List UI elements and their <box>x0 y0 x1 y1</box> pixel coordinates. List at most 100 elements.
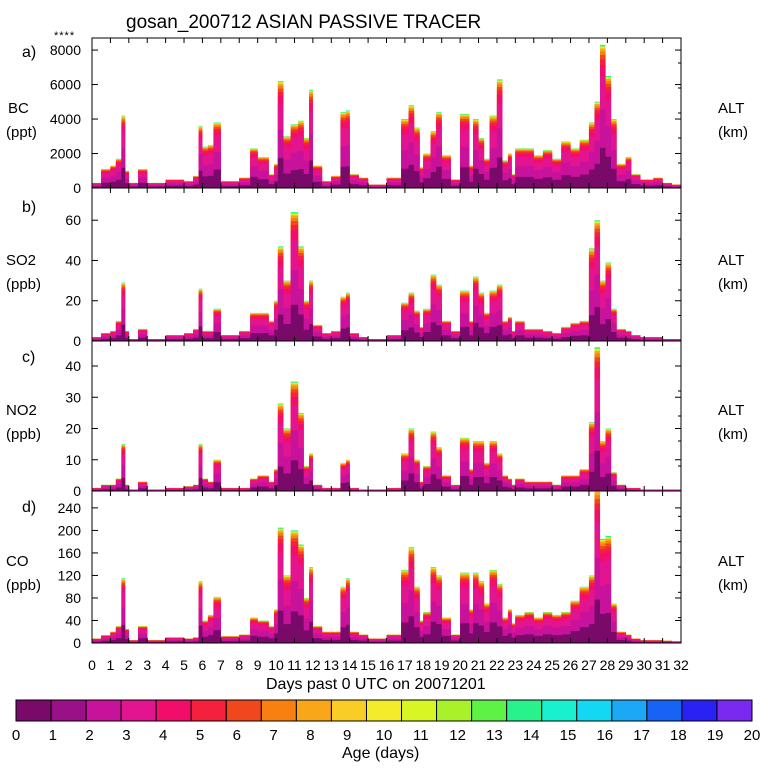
panel-label-d: d) <box>22 499 37 516</box>
panel-label-c: c) <box>22 349 36 366</box>
y-tick-label: 40 <box>65 252 81 268</box>
colorbar-tick-label: 10 <box>376 727 393 744</box>
right-label-c-line2: (km) <box>718 426 748 443</box>
colorbar-swatch <box>15 699 52 722</box>
y-tick-label: 0 <box>73 635 81 651</box>
x-tick-label: 32 <box>673 657 689 673</box>
x-tick-label: 5 <box>180 657 188 673</box>
colorbar-swatch <box>541 699 578 722</box>
colorbar-tick-label: 17 <box>633 727 650 744</box>
x-tick-label: 30 <box>636 657 652 673</box>
colorbar-tick-label: 16 <box>596 727 613 744</box>
x-tick-label: 14 <box>342 657 358 673</box>
colorbar-swatch <box>716 699 753 722</box>
colorbar-tick-label: 20 <box>744 727 761 744</box>
y-tick-label: 0 <box>73 333 81 349</box>
colorbar-tick-label: 18 <box>670 727 687 744</box>
series-a-age-layer-2 <box>92 109 681 188</box>
colorbar-swatch <box>330 699 367 722</box>
colorbar-swatch <box>260 699 297 722</box>
chart-title: gosan_200712 ASIAN PASSIVE TRACER <box>126 12 482 33</box>
colorbar-tick-label: 13 <box>486 727 503 744</box>
x-tick-label: 19 <box>434 657 450 673</box>
y-tick-label: 0 <box>73 483 81 499</box>
right-label-a-line1: ALT <box>718 100 745 117</box>
x-tick-label: 1 <box>107 657 115 673</box>
colorbar-tick-label: 6 <box>233 727 241 744</box>
x-tick-label: 24 <box>526 657 542 673</box>
colorbar-tick-label: 5 <box>196 727 204 744</box>
x-tick-label: 21 <box>471 657 487 673</box>
x-tick-label: 25 <box>544 657 560 673</box>
x-tick-label: 17 <box>397 657 413 673</box>
x-tick-label: 7 <box>217 657 225 673</box>
x-tick-label: 27 <box>581 657 597 673</box>
x-tick-label: 4 <box>162 657 170 673</box>
x-tick-label: 9 <box>254 657 262 673</box>
colorbar-tick-label: 0 <box>12 727 20 744</box>
x-tick-label: 2 <box>125 657 133 673</box>
ylabel-a-line2: (ppt) <box>6 124 37 141</box>
ylabel-b-line1: SO2 <box>6 252 37 269</box>
y-tick-label: 20 <box>65 293 81 309</box>
x-tick-label: 13 <box>323 657 339 673</box>
colorbar-swatch <box>471 699 508 722</box>
colorbar-tick-label: 9 <box>343 727 351 744</box>
ylabel-c-line2: (ppb) <box>6 426 42 443</box>
y-tick-label: 200 <box>58 522 82 538</box>
colorbar-tick-label: 14 <box>523 727 540 744</box>
right-label-b-line1: ALT <box>718 252 745 269</box>
colorbar-tick-label: 12 <box>449 727 466 744</box>
colorbar-swatch <box>50 699 87 722</box>
colorbar-swatch <box>401 699 438 722</box>
y-tick-label: 20 <box>65 421 81 437</box>
x-tick-label: 29 <box>618 657 634 673</box>
x-tick-label: 22 <box>489 657 505 673</box>
y-tick-label: 160 <box>58 545 82 561</box>
colorbar-tick-label: 19 <box>707 727 724 744</box>
ylabel-c-line1: NO2 <box>6 402 37 419</box>
colorbar-tick-label: 8 <box>306 727 314 744</box>
y-tick-label: 4000 <box>50 111 81 127</box>
colorbar-swatch <box>190 699 227 722</box>
ylabel-d-line1: CO <box>6 553 29 570</box>
colorbar-tick-label: 11 <box>413 727 429 744</box>
y-tick-label: 240 <box>58 500 82 516</box>
y-tick-label: 40 <box>65 612 81 628</box>
colorbar-swatch <box>365 699 403 722</box>
x-tick-label: 31 <box>655 657 671 673</box>
y-tick-label: 6000 <box>50 77 81 93</box>
x-tick-label: 15 <box>360 657 376 673</box>
colorbar-swatch <box>155 699 192 722</box>
colorbar-tick-label: 1 <box>49 727 57 744</box>
x-tick-label: 0 <box>88 657 96 673</box>
series-a-age-layer-0 <box>92 147 681 188</box>
series-a-age-layer-3 <box>92 76 681 188</box>
colorbar-swatch <box>576 699 613 722</box>
panel-label-a: a) <box>22 44 37 61</box>
corner-mark: **** <box>54 30 76 42</box>
x-tick-label: 8 <box>235 657 243 673</box>
x-tick-label: 23 <box>508 657 524 673</box>
y-tick-label: 10 <box>65 452 81 468</box>
y-tick-label: 2000 <box>50 146 81 162</box>
x-tick-label: 18 <box>416 657 432 673</box>
x-tick-label: 12 <box>305 657 321 673</box>
x-tick-label: 20 <box>452 657 468 673</box>
x-tick-label: 16 <box>379 657 395 673</box>
colorbar-swatch <box>295 699 332 722</box>
colorbar-tick-label: 7 <box>269 727 277 744</box>
colorbar-swatch <box>681 699 718 722</box>
y-tick-label: 8000 <box>50 42 81 58</box>
colorbar-tick-label: 3 <box>122 727 130 744</box>
colorbar-tick-label: 4 <box>159 727 167 744</box>
y-tick-label: 30 <box>65 389 81 405</box>
colorbar-swatch <box>506 699 543 722</box>
colorbar-swatch <box>120 699 157 722</box>
panel-label-b: b) <box>22 199 37 216</box>
x-axis-title: Days past 0 UTC on 20071201 <box>266 676 486 693</box>
colorbar-swatch <box>611 699 648 722</box>
colorbar-swatch <box>436 699 473 722</box>
y-tick-label: 120 <box>58 567 82 583</box>
